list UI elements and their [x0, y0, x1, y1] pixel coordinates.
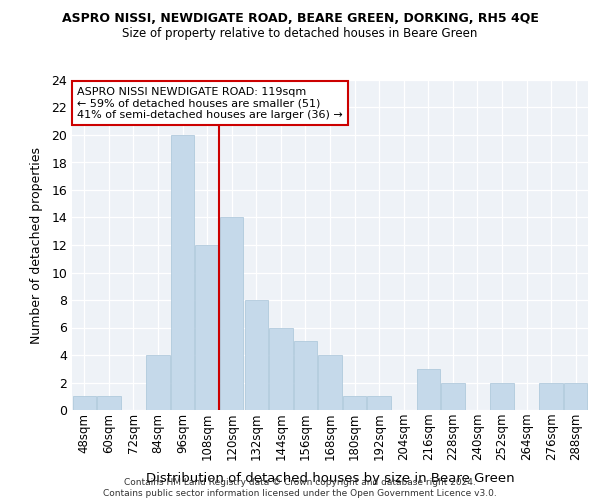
- X-axis label: Distribution of detached houses by size in Beare Green: Distribution of detached houses by size …: [146, 472, 514, 484]
- Bar: [490, 382, 514, 410]
- Bar: [220, 218, 244, 410]
- Bar: [146, 355, 170, 410]
- Bar: [319, 355, 341, 410]
- Bar: [416, 369, 440, 410]
- Bar: [367, 396, 391, 410]
- Bar: [294, 341, 317, 410]
- Bar: [269, 328, 293, 410]
- Bar: [196, 245, 219, 410]
- Bar: [171, 135, 194, 410]
- Bar: [343, 396, 366, 410]
- Bar: [97, 396, 121, 410]
- Text: Contains HM Land Registry data © Crown copyright and database right 2024.
Contai: Contains HM Land Registry data © Crown c…: [103, 478, 497, 498]
- Bar: [441, 382, 464, 410]
- Bar: [539, 382, 563, 410]
- Text: ASPRO NISSI, NEWDIGATE ROAD, BEARE GREEN, DORKING, RH5 4QE: ASPRO NISSI, NEWDIGATE ROAD, BEARE GREEN…: [62, 12, 538, 26]
- Bar: [73, 396, 96, 410]
- Bar: [245, 300, 268, 410]
- Text: Size of property relative to detached houses in Beare Green: Size of property relative to detached ho…: [122, 28, 478, 40]
- Text: ASPRO NISSI NEWDIGATE ROAD: 119sqm
← 59% of detached houses are smaller (51)
41%: ASPRO NISSI NEWDIGATE ROAD: 119sqm ← 59%…: [77, 86, 343, 120]
- Bar: [564, 382, 587, 410]
- Y-axis label: Number of detached properties: Number of detached properties: [30, 146, 43, 344]
